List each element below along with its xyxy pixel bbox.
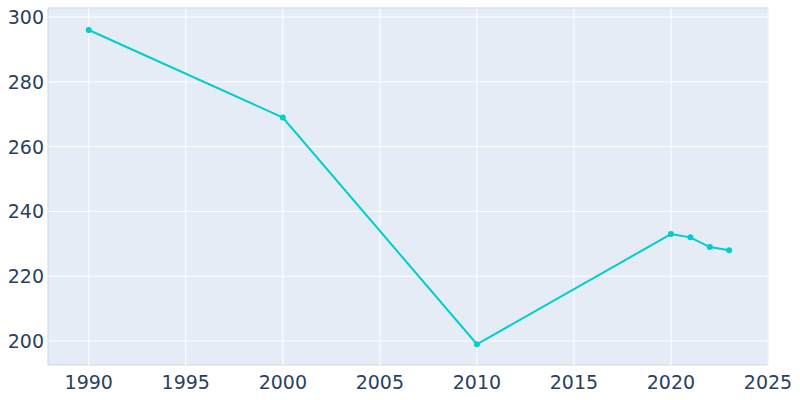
point — [474, 341, 480, 347]
chart-svg: 1990 1995 2000 2005 2010 2015 2020 2025 200 220 24… — [0, 0, 800, 400]
y-grid-line — [48, 276, 768, 277]
series — [86, 27, 732, 347]
chart-container: 1990 1995 2000 2005 2010 2015 2020 2025 200 220 24… — [0, 0, 800, 400]
y-tick-label: 200 — [8, 330, 44, 352]
x-grid-line — [573, 8, 574, 365]
x-grid-line — [670, 8, 671, 365]
point — [280, 114, 286, 120]
y-tick-label: 220 — [8, 265, 44, 287]
plot-background — [48, 8, 768, 365]
y-grid-line — [48, 146, 768, 147]
x-tick-label: 2000 — [259, 371, 307, 393]
point — [707, 244, 713, 250]
x-grid-line — [768, 8, 769, 365]
x-tick-label: 1990 — [65, 371, 113, 393]
point — [668, 231, 674, 237]
y-tick-label: 280 — [8, 71, 44, 93]
x-grid-line — [185, 8, 186, 365]
point — [687, 234, 693, 240]
x-tick-label: 2015 — [550, 371, 598, 393]
x-tick-label: 1995 — [162, 371, 210, 393]
x-tick-label: 2020 — [647, 371, 695, 393]
x-grid-line — [88, 8, 89, 365]
x-tick-label: 2010 — [453, 371, 501, 393]
x-grid-line — [379, 8, 380, 365]
point — [86, 27, 92, 33]
y-tick-label: 240 — [8, 200, 44, 222]
x-grid-line — [476, 8, 477, 365]
point — [726, 247, 732, 253]
x-tick-label: 2005 — [356, 371, 404, 393]
y-grid-line — [48, 341, 768, 342]
y-grid-line — [48, 81, 768, 82]
grid — [48, 8, 768, 365]
y-grid-line — [48, 211, 768, 212]
y-grid-line — [48, 17, 768, 18]
y-tick-label: 260 — [8, 136, 44, 158]
x-tick-label: 2025 — [744, 371, 792, 393]
line — [89, 30, 729, 344]
y-tick-label: 300 — [8, 6, 44, 28]
x-grid-line — [282, 8, 283, 365]
